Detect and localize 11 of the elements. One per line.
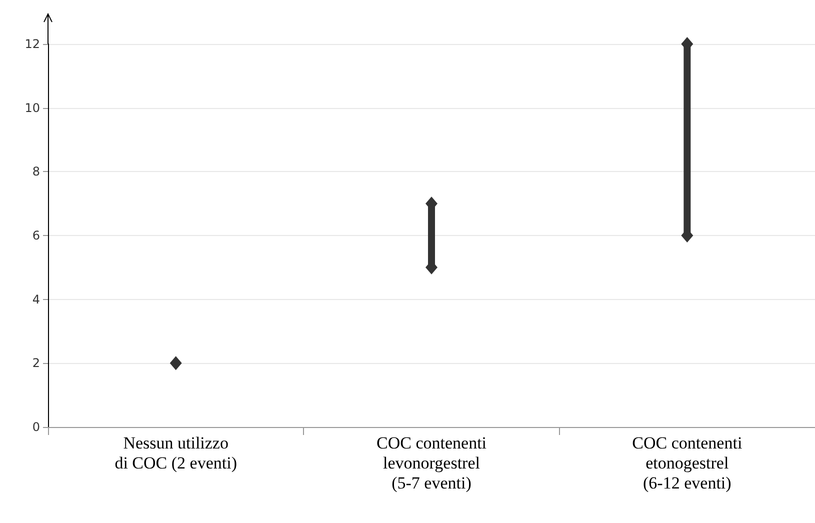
x-tick-label: COC contenenti levonorgestrel (5-7 eventi) [376,434,487,492]
y-tick-label: 8 [32,164,40,179]
y-tick-label: 0 [32,420,40,434]
x-tick-label: COC contenenti etonogestrel (6-12 eventi) [632,434,742,492]
y-tick-label: 4 [32,292,40,306]
point [170,356,182,370]
y-tick-label: 10 [24,100,40,115]
y-tick-label: 12 [24,37,40,51]
y-tick-label: 2 [32,356,40,370]
y-tick-label: 6 [32,228,40,242]
x-tick-label: Nessun utilizzo di COC (2 eventi) [114,434,237,472]
